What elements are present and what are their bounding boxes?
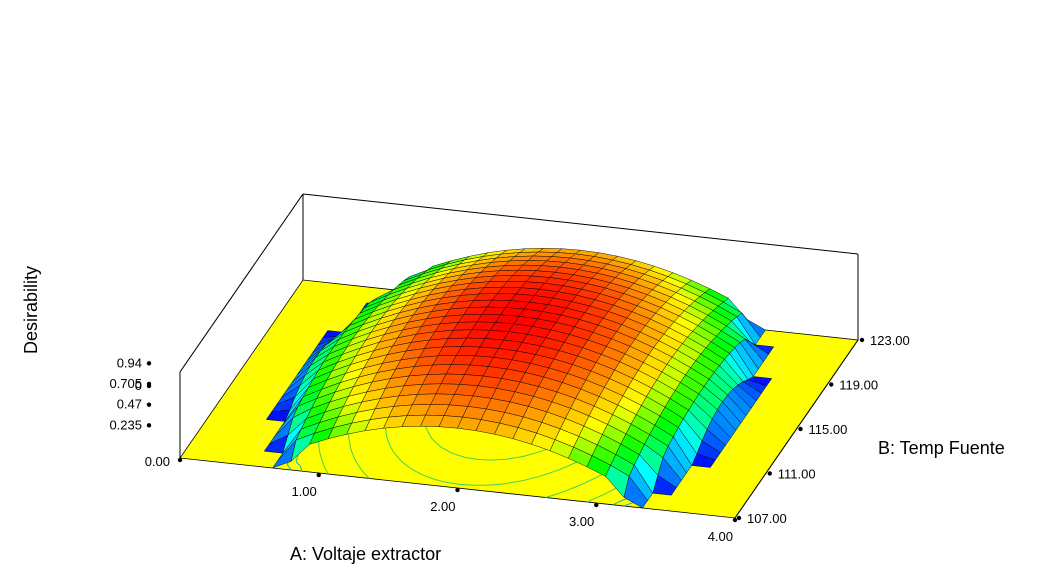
x-tick-mark: [316, 472, 321, 478]
x-tick-mark: [732, 517, 738, 523]
floor-tick-label: 0.00: [145, 454, 170, 469]
floor-tick-mark: [177, 457, 183, 463]
z-tick-label: 0.47: [117, 397, 142, 412]
y-tick-label: 111.00: [778, 467, 816, 482]
frame-edge: [734, 339, 859, 519]
y-tick-label: 115.00: [809, 422, 848, 437]
x-tick-mark: [594, 502, 599, 508]
y-tick-label: 123.00: [870, 333, 910, 348]
z-tick-label: 0.235: [109, 417, 142, 432]
x-tick-label: 1.00: [291, 484, 316, 499]
y-tick-label: 107.00: [747, 511, 787, 526]
z-tick-label: 0.94: [117, 355, 142, 370]
surface-facet: [691, 453, 716, 468]
y-tick-mark: [798, 426, 803, 432]
y-tick-label: 119.00: [839, 378, 878, 393]
x-tick-label: 3.00: [569, 514, 594, 529]
x-tick-label: 2.00: [430, 499, 455, 514]
response-surface: [263, 247, 775, 509]
y-tick-mark: [859, 337, 865, 343]
x-axis-title: A: Voltaje extractor: [290, 544, 441, 564]
frame-edge: [302, 193, 859, 255]
z-tick-mark: [146, 423, 152, 428]
y-tick-mark: [829, 382, 834, 387]
box-frame-front: [734, 339, 859, 519]
axis-ticks: 0.94 0.705 0.47 0.235 0 0.00 1.00 2.00 3.00 4.00 1…: [109, 333, 909, 544]
x-tick-label: 4.00: [708, 529, 733, 544]
frame-edge: [179, 193, 304, 373]
box-frame: [179, 193, 859, 458]
y-tick-mark: [767, 471, 772, 476]
y-axis-title: B: Temp Fuente: [878, 438, 1005, 458]
surface-facet: [623, 475, 648, 509]
z-tick-mark: [146, 361, 152, 366]
z-tick-mark: [146, 383, 152, 389]
z-tick-label: 0: [135, 378, 142, 393]
z-tick-label: 0.705: [109, 376, 142, 391]
surface-facet: [652, 474, 677, 496]
y-tick-mark: [736, 515, 742, 521]
z-axis-title: Desirability: [21, 266, 41, 354]
z-tick-mark: [146, 402, 152, 407]
x-tick-mark: [455, 487, 460, 493]
